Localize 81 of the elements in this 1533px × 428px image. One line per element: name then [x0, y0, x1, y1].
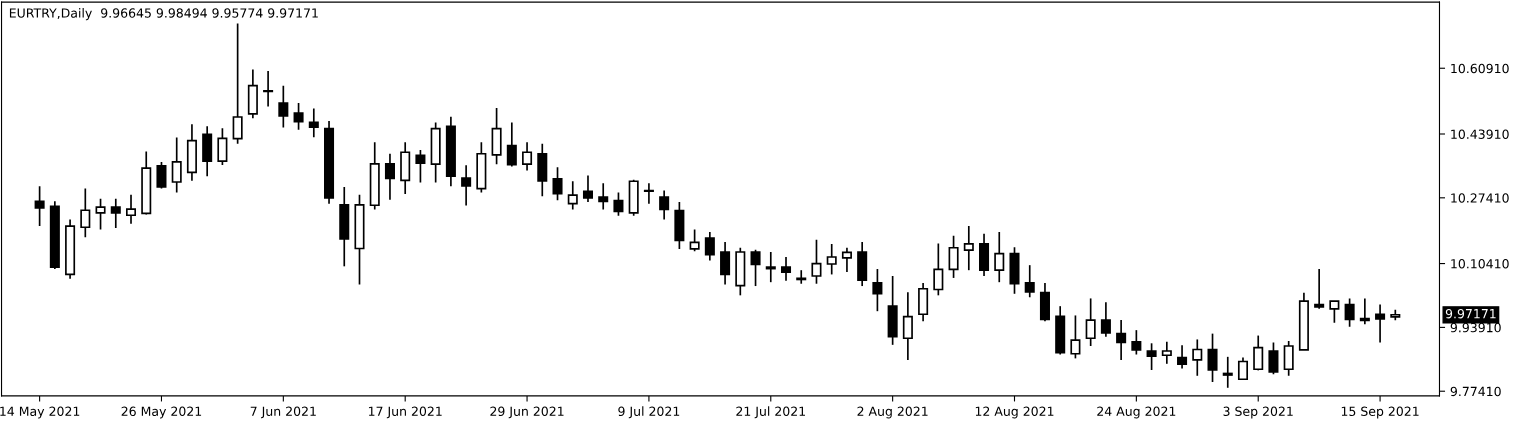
candlestick: [963, 225, 974, 272]
x-tick-label: 7 Jun 2021: [250, 406, 316, 419]
candlestick: [811, 238, 822, 285]
candlestick: [765, 251, 776, 284]
candlestick: [1283, 340, 1294, 377]
candlestick: [826, 243, 837, 276]
candlestick: [750, 248, 761, 287]
candlestick: [994, 231, 1005, 284]
candlestick: [902, 291, 913, 361]
y-tick-label: 10.27410: [1451, 193, 1509, 203]
y-tick-label: 10.10410: [1451, 259, 1509, 269]
candlestick: [933, 242, 944, 297]
candlestick: [552, 166, 563, 202]
candlestick: [1253, 334, 1264, 372]
candlestick: [582, 174, 594, 203]
x-tick-label: 2 Aug 2021: [857, 406, 928, 419]
candlestick: [293, 102, 304, 131]
candlestick: [1146, 342, 1157, 371]
candlestick: [1222, 355, 1233, 389]
candlestick: [841, 246, 852, 273]
candlestick: [415, 149, 426, 184]
chart-title: EURTRY,Daily 9.96645 9.98494 9.95774 9.97171: [9, 8, 318, 21]
y-tick-label: 9.93910: [1450, 322, 1501, 333]
candlestick: [1177, 344, 1188, 370]
candlestick: [522, 141, 533, 172]
candlestick: [704, 231, 715, 262]
x-tick-label: 14 May 2021: [0, 406, 80, 419]
candlestick: [1314, 268, 1325, 310]
candlestick: [278, 84, 289, 129]
candlestick: [1268, 341, 1279, 376]
candlestick: [34, 185, 45, 227]
candlestick: [232, 22, 243, 145]
candlestick: [643, 182, 654, 205]
x-tick-label: 3 Sep 2021: [1223, 406, 1293, 419]
x-tick-label: 21 Jul 2021: [736, 406, 805, 419]
y-tick-label: 9.77410: [1450, 386, 1501, 397]
candlestick: [1344, 297, 1355, 328]
x-tick-label: 17 Jun 2021: [368, 406, 442, 419]
candlestick: [1161, 340, 1172, 365]
candlestick: [1329, 300, 1340, 324]
candlestick: [156, 161, 167, 190]
candlestick: [659, 189, 670, 221]
x-tick-label: 15 Sep 2021: [1341, 406, 1419, 419]
candlestick: [80, 187, 91, 239]
candlestick: [1100, 301, 1111, 338]
candlestick: [263, 70, 274, 108]
candlestick: [872, 268, 883, 313]
candlestick: [1070, 314, 1081, 360]
candlestick: [1131, 329, 1142, 356]
candlestick: [613, 191, 624, 217]
candlestick: [1085, 297, 1096, 347]
candlestick: [125, 193, 137, 225]
x-tick-label: 12 Aug 2021: [975, 406, 1054, 419]
candlestick: [720, 241, 731, 286]
x-tick-label: 26 May 2021: [121, 406, 202, 419]
y-tick-label: 10.43910: [1451, 129, 1509, 139]
x-tick-label: 24 Aug 2021: [1097, 406, 1176, 419]
x-tick-label: 9 Jul 2021: [618, 406, 680, 419]
candlestick: [110, 197, 121, 229]
candlestick: [948, 234, 959, 279]
candlestick: [1116, 319, 1127, 361]
candlestick: [1207, 332, 1218, 383]
candlestick: [461, 164, 472, 207]
x-tick-label: 29 Jun 2021: [490, 406, 564, 419]
y-tick-label: 10.60910: [1451, 63, 1509, 74]
candlestick: [308, 107, 319, 138]
candlestick: [384, 152, 395, 201]
candlestick: [217, 127, 228, 166]
candlestick: [95, 197, 106, 231]
candlestick: [171, 136, 182, 194]
candlestick: [506, 121, 517, 168]
text: 9.97171: [1445, 308, 1496, 319]
candlestick: [796, 269, 807, 285]
candlestick: [1375, 303, 1386, 344]
candlestick: [689, 228, 700, 253]
candlestick: [780, 256, 792, 282]
candlestick: [598, 182, 609, 211]
candlestick: [1192, 338, 1203, 377]
candlestick: [1359, 297, 1370, 326]
candlestick: [1024, 264, 1035, 299]
candlestick: [567, 180, 578, 211]
